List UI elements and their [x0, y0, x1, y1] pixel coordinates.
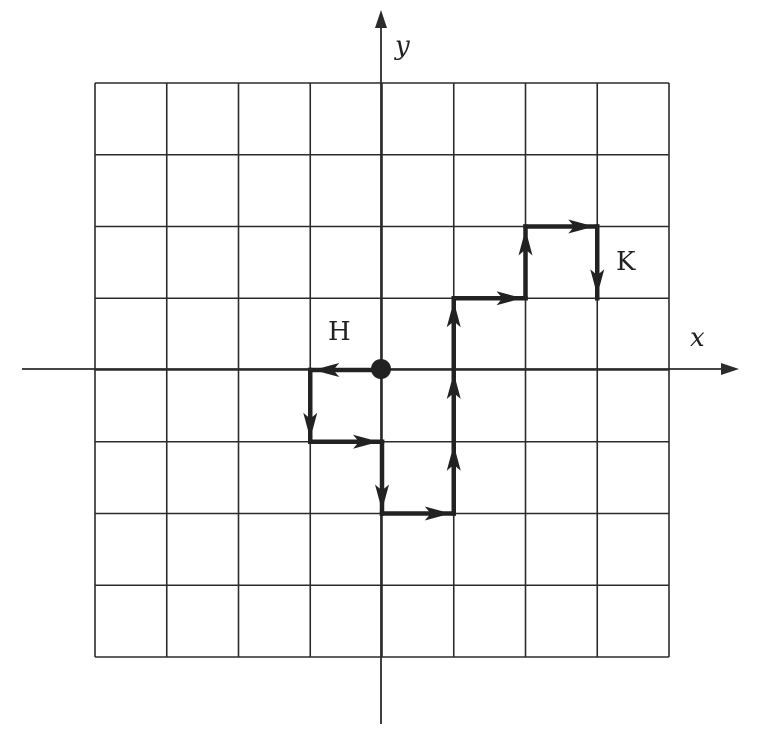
- y-axis-label: y: [394, 31, 410, 61]
- x-axis-label: x: [690, 323, 705, 353]
- path-arrow-icon: [375, 484, 389, 511]
- path-arrow-icon: [353, 434, 379, 449]
- start-point-dot: [371, 359, 391, 379]
- start-point-label: H: [328, 317, 351, 347]
- path-arrow-icon: [313, 363, 340, 377]
- path-arrow-icon: [424, 506, 451, 521]
- x-axis-arrow-icon: [721, 363, 739, 375]
- path-arrow-icon: [590, 269, 605, 296]
- y-axis-arrow-icon: [375, 10, 387, 28]
- path-arrow-icon: [568, 219, 595, 234]
- path-arrow-icon: [446, 373, 461, 399]
- path-arrow-icon: [303, 412, 318, 439]
- path-arrow-icon: [446, 444, 461, 471]
- end-point-label: K: [616, 247, 636, 277]
- path-arrow-icon: [496, 291, 523, 306]
- path-arrow-icon: [518, 229, 533, 256]
- path: [303, 219, 605, 521]
- path-arrow-icon: [446, 301, 461, 328]
